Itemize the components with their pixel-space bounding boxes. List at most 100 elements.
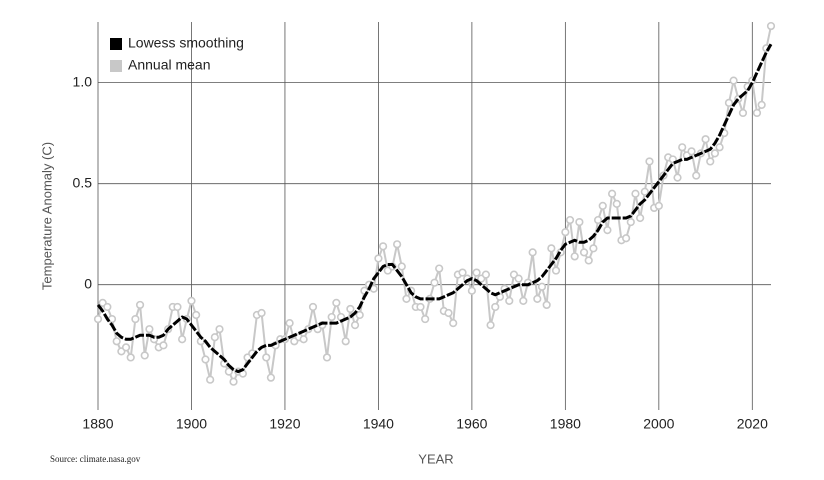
legend-swatch — [110, 60, 122, 72]
data-point — [551, 266, 561, 275]
data-point — [561, 228, 570, 237]
data-point — [687, 147, 696, 156]
data-point — [103, 302, 112, 312]
data-point — [495, 292, 505, 301]
data-point — [308, 302, 318, 312]
data-point — [724, 98, 734, 107]
data-point — [612, 199, 621, 208]
data-point — [528, 248, 537, 257]
data-point — [350, 321, 360, 330]
data-point — [640, 187, 649, 196]
data-point — [715, 143, 724, 152]
data-point — [547, 244, 556, 253]
data-point — [299, 335, 308, 344]
data-point — [140, 351, 149, 360]
data-point — [355, 310, 364, 320]
data-point — [435, 264, 444, 273]
y-axis-label: Temperature Anomaly (C) — [39, 142, 54, 290]
data-point — [449, 319, 458, 328]
data-point — [542, 300, 551, 310]
data-point — [159, 341, 168, 350]
data-point — [603, 226, 612, 235]
data-point — [93, 314, 103, 324]
y-tick-label: 0.5 — [73, 174, 93, 190]
data-point — [332, 298, 341, 307]
data-point — [668, 155, 677, 164]
data-point — [215, 325, 224, 334]
data-point — [327, 312, 336, 322]
data-point — [285, 319, 294, 328]
x-tick-label: 1960 — [456, 416, 487, 432]
data-point — [519, 296, 528, 305]
data-point — [752, 108, 762, 118]
data-point — [421, 314, 430, 324]
data-point — [112, 337, 121, 346]
data-point — [710, 149, 720, 158]
data-point — [178, 335, 187, 344]
x-tick-label: 1980 — [550, 416, 581, 432]
data-point — [537, 282, 547, 291]
data-point — [757, 100, 766, 109]
data-point — [378, 242, 388, 251]
data-point — [430, 278, 439, 287]
data-point — [626, 217, 635, 227]
data-point — [636, 213, 645, 223]
data-point — [145, 325, 154, 334]
data-point — [701, 135, 710, 144]
data-point — [678, 143, 687, 152]
data-point — [575, 217, 584, 227]
legend-label: Annual mean — [128, 57, 211, 73]
data-point — [397, 262, 406, 271]
y-tick-label: 0 — [84, 275, 92, 291]
data-point — [201, 355, 210, 364]
data-point — [393, 240, 402, 249]
data-point — [224, 367, 233, 376]
data-point — [584, 256, 593, 265]
data-point — [229, 377, 238, 386]
x-tick-label: 1940 — [363, 416, 394, 432]
data-point — [192, 310, 201, 320]
data-point — [673, 173, 682, 182]
x-tick-label: 1920 — [269, 416, 300, 432]
data-point — [533, 294, 542, 303]
data-point — [444, 308, 453, 318]
data-point — [593, 215, 603, 225]
legend-swatch — [110, 38, 122, 50]
data-point — [187, 296, 196, 305]
series-line — [97, 25, 772, 383]
data-point — [481, 270, 491, 279]
data-point — [126, 353, 135, 362]
data-point — [472, 268, 481, 277]
data-point — [121, 343, 131, 352]
data-point — [135, 300, 145, 310]
data-point — [266, 373, 276, 382]
data-point — [341, 337, 350, 346]
data-point — [402, 294, 411, 303]
data-point — [598, 201, 607, 210]
data-point — [631, 189, 640, 198]
data-point — [374, 254, 383, 263]
legend-label: Lowess smoothing — [128, 35, 244, 51]
data-point — [486, 321, 495, 330]
x-tick-label: 1880 — [82, 416, 113, 432]
data-point — [467, 286, 476, 295]
data-point — [322, 353, 332, 362]
series-line — [96, 43, 773, 374]
data-point — [729, 76, 738, 85]
data-point — [622, 234, 631, 243]
x-axis-label: YEAR — [418, 451, 453, 466]
data-point — [257, 308, 266, 318]
data-point — [346, 304, 355, 314]
data-point — [514, 274, 523, 283]
data-point — [491, 302, 500, 312]
data-point — [565, 215, 575, 225]
data-point — [206, 375, 215, 384]
data-point — [131, 314, 140, 324]
x-tick-label: 2020 — [737, 416, 768, 432]
data-point — [210, 333, 219, 342]
source-note: Source: climate.nasa.gov — [50, 454, 141, 464]
data-point — [589, 244, 598, 253]
x-tick-label: 2000 — [643, 416, 674, 432]
data-point — [458, 268, 467, 277]
